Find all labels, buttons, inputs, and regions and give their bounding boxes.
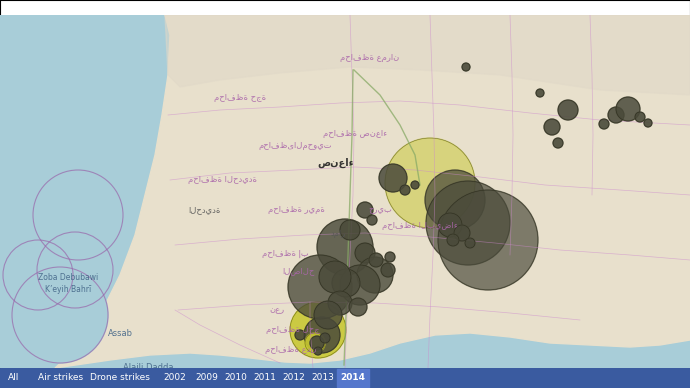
Circle shape [558,100,578,120]
Circle shape [357,202,373,218]
Text: حريب: حريب [368,206,392,215]
Text: الصالح: الصالح [282,267,314,275]
Circle shape [425,170,485,230]
Circle shape [462,63,470,71]
Polygon shape [0,333,690,388]
Circle shape [314,301,342,329]
Polygon shape [0,15,170,368]
Text: All: All [8,374,19,383]
Text: محافظىالمحويت: محافظىالمحويت [258,140,332,149]
Text: دمار: دمار [331,229,346,237]
Text: محافظة عمران: محافظة عمران [340,52,400,62]
Circle shape [379,164,407,192]
Circle shape [340,265,380,305]
Circle shape [288,255,352,319]
Circle shape [328,291,352,315]
Circle shape [447,234,459,246]
Text: محافظة لحج: محافظة لحج [266,326,320,334]
Circle shape [599,119,609,129]
Text: 2002: 2002 [163,374,186,383]
Text: صنعاء: صنعاء [317,158,354,168]
Text: 2009: 2009 [195,374,218,383]
Polygon shape [165,15,690,95]
Circle shape [553,138,563,148]
FancyBboxPatch shape [337,369,369,387]
Text: محافظة الحديدة: محافظة الحديدة [188,175,257,185]
Text: محافظة ريمة: محافظة ريمة [268,206,324,215]
Circle shape [304,317,340,353]
Text: Zoba Debubawi: Zoba Debubawi [38,272,98,282]
Text: K’eyih Bahrī: K’eyih Bahrī [45,286,91,294]
Circle shape [349,298,367,316]
Text: محافظة صنعاء: محافظة صنعاء [323,128,387,137]
Circle shape [317,219,373,275]
Text: محافظة إب: محافظة إب [262,248,308,258]
Text: 2010: 2010 [224,374,247,383]
Text: الحديدة: الحديدة [188,206,220,215]
Circle shape [3,240,73,310]
Circle shape [355,243,375,263]
Circle shape [310,336,324,350]
Circle shape [314,347,322,355]
Circle shape [616,97,640,121]
Text: 2014: 2014 [340,374,365,383]
Circle shape [644,119,652,127]
Text: نعر: نعر [269,305,284,315]
Text: Assab: Assab [108,329,132,338]
Circle shape [33,170,123,260]
Circle shape [357,257,393,293]
Circle shape [544,119,560,135]
Circle shape [290,302,346,358]
Text: محافظة البيضاء: محافظة البيضاء [382,220,458,229]
Circle shape [381,263,395,277]
Circle shape [380,148,510,278]
Circle shape [400,185,410,195]
Polygon shape [55,15,690,368]
Circle shape [438,213,462,237]
Text: Alaili Dadda: Alaili Dadda [123,364,173,372]
Text: Air strikes: Air strikes [38,374,83,383]
FancyBboxPatch shape [0,368,690,388]
Circle shape [465,238,475,248]
Text: 2011: 2011 [253,374,276,383]
Text: محافظة عدن: محافظة عدن [265,345,317,355]
Circle shape [320,333,330,343]
Text: 2012: 2012 [282,374,305,383]
Circle shape [385,252,395,262]
Text: 2013: 2013 [311,374,334,383]
Text: Drone strikes: Drone strikes [90,374,150,383]
Circle shape [385,138,475,228]
Circle shape [369,253,383,267]
Circle shape [332,269,360,297]
Circle shape [340,220,360,240]
Text: محافظة حجة: محافظة حجة [214,92,266,102]
Circle shape [367,215,377,225]
Circle shape [536,89,544,97]
Circle shape [37,232,113,308]
Circle shape [426,181,510,265]
Circle shape [635,112,645,122]
Circle shape [411,181,419,189]
Circle shape [438,190,538,290]
Circle shape [608,107,624,123]
Circle shape [12,267,108,363]
Circle shape [295,330,305,340]
Circle shape [305,333,325,353]
Circle shape [319,261,351,293]
Circle shape [454,225,470,241]
